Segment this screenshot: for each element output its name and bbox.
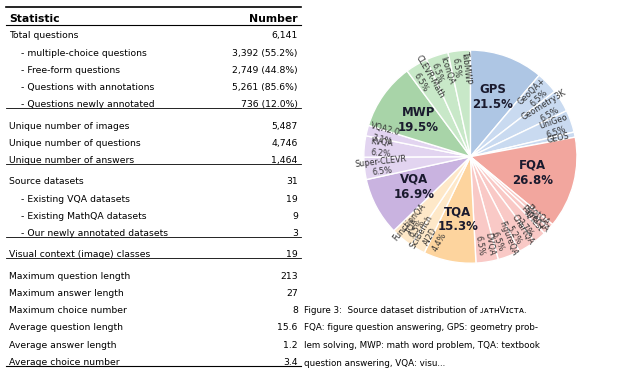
Wedge shape (470, 132, 575, 157)
Text: - multiple-choice questions: - multiple-choice questions (21, 48, 147, 57)
Text: FQA: figure question answering, GPS: geometry prob-: FQA: figure question answering, GPS: geo… (304, 323, 538, 332)
Text: Maximum question length: Maximum question length (10, 272, 131, 281)
Text: Super-CLEVR
6.5%: Super-CLEVR 6.5% (355, 154, 408, 179)
Text: MWP
19.5%: MWP 19.5% (397, 106, 439, 134)
Text: 3.4: 3.4 (284, 358, 298, 367)
Wedge shape (470, 111, 574, 157)
Text: PlotQA: PlotQA (525, 203, 551, 228)
Text: - Our newly annotated datasets: - Our newly annotated datasets (21, 229, 168, 238)
Text: lem solving, MWP: math word problem, TQA: textbook: lem solving, MWP: math word problem, TQA… (304, 341, 540, 350)
Text: 213: 213 (280, 272, 298, 281)
Text: 5,261 (85.6%): 5,261 (85.6%) (232, 83, 298, 92)
Text: TQA
SciBench
AI2D
4.4%: TQA SciBench AI2D 4.4% (399, 209, 452, 260)
Text: GEOS: GEOS (546, 131, 570, 145)
Text: Unique number of questions: Unique number of questions (10, 139, 141, 148)
Text: GPS
21.5%: GPS 21.5% (472, 82, 513, 111)
Text: TabMWP
6.5%: TabMWP 6.5% (449, 50, 472, 85)
Wedge shape (470, 137, 577, 225)
Text: - Free-form questions: - Free-form questions (21, 66, 120, 75)
Text: PaperQA: PaperQA (519, 204, 550, 234)
Wedge shape (470, 157, 552, 228)
Text: 5,487: 5,487 (271, 122, 298, 131)
Text: FQA
26.8%: FQA 26.8% (512, 159, 553, 186)
Text: TQA
15.3%: TQA 15.3% (437, 206, 478, 233)
Text: Total questions: Total questions (10, 31, 79, 40)
Text: 1.2: 1.2 (284, 341, 298, 350)
Text: IconQA
6.5%: IconQA 6.5% (429, 55, 456, 88)
Wedge shape (424, 157, 476, 263)
Text: 19: 19 (286, 251, 298, 260)
Text: FunctionQA
6.5%: FunctionQA 6.5% (391, 201, 435, 249)
Text: VQA
16.9%: VQA 16.9% (394, 173, 435, 201)
Text: GeoQA+
6.5%: GeoQA+ 6.5% (516, 76, 554, 114)
Wedge shape (366, 157, 470, 231)
Text: Maximum answer length: Maximum answer length (10, 289, 124, 298)
Text: 3,392 (55.2%): 3,392 (55.2%) (232, 48, 298, 57)
Text: - Questions with annotations: - Questions with annotations (21, 83, 154, 92)
Wedge shape (470, 157, 549, 233)
Text: 31: 31 (286, 178, 298, 186)
Wedge shape (448, 50, 470, 157)
Text: 6,141: 6,141 (271, 31, 298, 40)
Wedge shape (426, 53, 470, 157)
Text: KVQA
6.2%: KVQA 6.2% (369, 137, 394, 159)
Text: DVQA
6.5%: DVQA 6.5% (473, 232, 496, 258)
Text: Unique number of answers: Unique number of answers (10, 156, 134, 165)
Wedge shape (470, 157, 519, 260)
Wedge shape (470, 157, 534, 251)
Text: Figure 3:  Source dataset distribution of ᴊᴀᴛʜVɪᴄᴛᴀ.: Figure 3: Source dataset distribution of… (304, 306, 527, 315)
Text: 4,746: 4,746 (271, 139, 298, 148)
Text: 1,464: 1,464 (271, 156, 298, 165)
Text: - Questions newly annotated: - Questions newly annotated (21, 100, 155, 109)
Text: 9: 9 (292, 212, 298, 221)
Wedge shape (394, 157, 470, 245)
Wedge shape (470, 50, 539, 157)
Text: 8: 8 (292, 306, 298, 315)
Text: Average question length: Average question length (10, 323, 124, 332)
Text: UniGeo
6.5%: UniGeo 6.5% (538, 113, 572, 141)
Text: Source datasets: Source datasets (10, 178, 84, 186)
Text: 19: 19 (286, 195, 298, 204)
Wedge shape (411, 157, 470, 253)
Wedge shape (364, 136, 470, 157)
Wedge shape (407, 60, 470, 157)
Text: IQTest
3.7%: IQTest 3.7% (513, 209, 544, 240)
Text: Number: Number (249, 14, 298, 24)
Wedge shape (470, 75, 555, 157)
Wedge shape (470, 157, 545, 242)
Text: 27: 27 (286, 289, 298, 298)
Text: - Existing VQA datasets: - Existing VQA datasets (21, 195, 130, 204)
Text: Geometry3K
6.5%: Geometry3K 6.5% (520, 88, 573, 131)
Text: Maximum choice number: Maximum choice number (10, 306, 127, 315)
Text: - Existing MathQA datasets: - Existing MathQA datasets (21, 212, 147, 221)
Text: Statistic: Statistic (10, 14, 60, 24)
Text: 15.6: 15.6 (278, 323, 298, 332)
Wedge shape (470, 91, 566, 157)
Text: Average choice number: Average choice number (10, 358, 120, 367)
Wedge shape (470, 157, 498, 263)
Text: CLEVR-Math
6.5%: CLEVR-Math 6.5% (404, 54, 446, 105)
Wedge shape (369, 71, 470, 157)
Text: question answering, VQA: visu...: question answering, VQA: visu... (304, 359, 445, 368)
Text: Unique number of images: Unique number of images (10, 122, 130, 131)
Text: 2,749 (44.8%): 2,749 (44.8%) (232, 66, 298, 75)
Wedge shape (364, 157, 470, 179)
Text: 736 (12.0%): 736 (12.0%) (241, 100, 298, 109)
Text: 3: 3 (292, 229, 298, 238)
Wedge shape (366, 125, 470, 157)
Text: VQA2.0
3.1%: VQA2.0 3.1% (367, 122, 401, 148)
Text: ChartQA
5.2%: ChartQA 5.2% (500, 213, 535, 252)
Text: FigureQA
6.5%: FigureQA 6.5% (487, 220, 518, 261)
Text: Visual context (image) classes: Visual context (image) classes (10, 251, 150, 260)
Text: Average answer length: Average answer length (10, 341, 117, 350)
